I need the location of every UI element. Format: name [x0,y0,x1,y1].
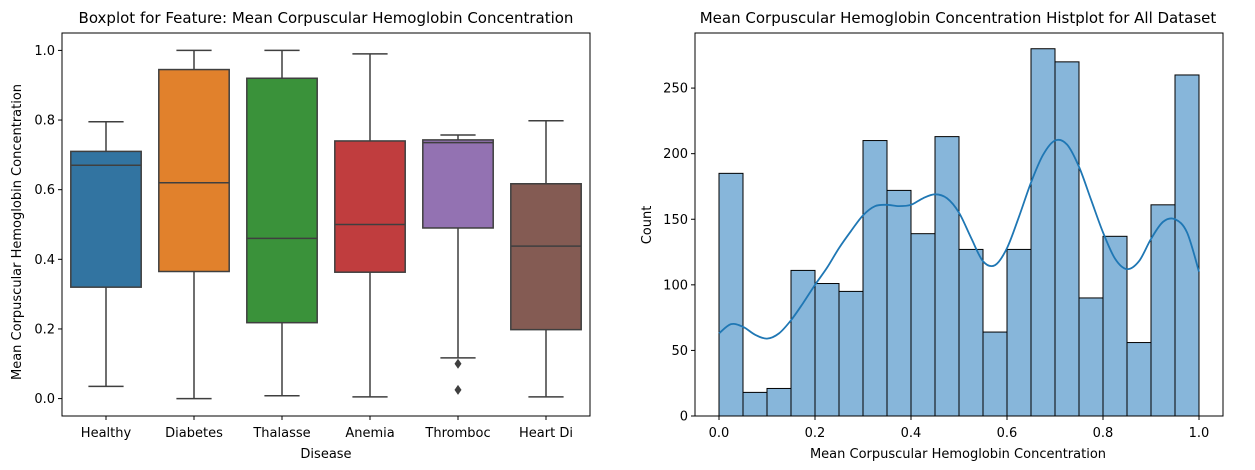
y-tick-label: 0.0 [34,392,55,407]
histogram-bar [718,172,744,417]
histogram-bar [1006,248,1032,417]
y-tick-label: 1.0 [34,44,55,59]
box-body [510,183,582,331]
outlier-point [454,384,462,395]
boxplot-x-axis-label: Disease [300,447,351,462]
y-tick-label: 100 [663,278,688,293]
histogram-bar [790,269,816,417]
histogram-bar [838,290,864,417]
histogram-bar [886,189,912,417]
boxplot-title: Boxplot for Feature: Mean Corpuscular He… [79,9,574,27]
histogram-bar [982,331,1008,417]
boxplot-axes: Healthy Diabetes Thalasse Anemia Thromboc Hea… [34,44,573,441]
y-tick-label: 50 [671,344,688,359]
y-tick-label: 0.6 [34,183,55,198]
box-group-heart-di [510,119,582,398]
histogram-bar [958,248,984,417]
boxplot-marks [70,49,582,400]
histogram-bar [1078,297,1104,417]
boxplot-y-axis-label: Mean Corpuscular Hemoglobin Concentratio… [10,84,25,380]
x-tick-label: Diabetes [165,426,223,441]
x-tick-label: 0.0 [709,426,730,441]
x-tick-label: Anemia [345,426,394,441]
histogram-bar [1054,61,1080,417]
box-body [334,140,406,273]
box-body [70,150,142,288]
histogram-marks [718,48,1200,417]
histogram-x-axis-label: Mean Corpuscular Hemoglobin Concentratio… [810,447,1106,462]
box-group-thalasse [246,49,318,397]
box-body [246,77,318,324]
histogram-bar [910,233,936,417]
box-group-diabetes [158,49,230,400]
x-tick-label: 0.8 [1093,426,1114,441]
y-tick-label: 150 [663,213,688,228]
histogram-bar [1030,48,1056,417]
histogram-bar [1126,342,1152,417]
y-tick-label: 200 [663,147,688,162]
x-tick-label: 0.4 [901,426,922,441]
y-tick-label: 0.8 [34,114,55,129]
kde-curve [718,138,1200,340]
x-tick-label: 0.6 [997,426,1018,441]
histogram-bar [1174,74,1200,417]
histogram-axes: 0.0 0.2 0.4 0.6 0.8 1.0 0 50 100 150 200 250 [663,82,1209,441]
histogram-bar [1150,204,1176,417]
histogram-title: Mean Corpuscular Hemoglobin Concentratio… [700,9,1217,27]
histogram-bar [862,140,888,417]
histogram-bar [934,136,960,417]
boxplot-frame [61,32,591,417]
histogram-frame [694,32,1224,417]
boxplot-panel: Boxplot for Feature: Mean Corpuscular He… [10,9,591,462]
histogram-bar [1102,235,1128,417]
box-body [158,68,230,273]
histogram-bar [766,387,792,417]
x-tick-label: Thromboc [424,426,490,441]
y-tick-label: 0 [680,410,688,425]
outlier-point [454,358,462,369]
x-tick-label: 1.0 [1189,426,1210,441]
histogram-bar [742,391,768,417]
x-tick-label: Heart Di [519,426,573,441]
x-tick-label: 0.2 [805,426,826,441]
box-group-healthy [70,121,142,388]
y-tick-label: 250 [663,82,688,97]
x-tick-label: Thalasse [252,426,310,441]
x-tick-label: Healthy [81,426,132,441]
histogram-panel: Mean Corpuscular Hemoglobin Concentratio… [640,9,1224,462]
box-group-thromboc [422,134,494,395]
y-tick-label: 0.4 [34,253,55,268]
box-body [422,139,494,229]
y-tick-label: 0.2 [34,322,55,337]
box-group-anemia [334,53,406,398]
histogram-y-axis-label: Count [640,206,655,245]
histogram-bar [814,283,840,417]
